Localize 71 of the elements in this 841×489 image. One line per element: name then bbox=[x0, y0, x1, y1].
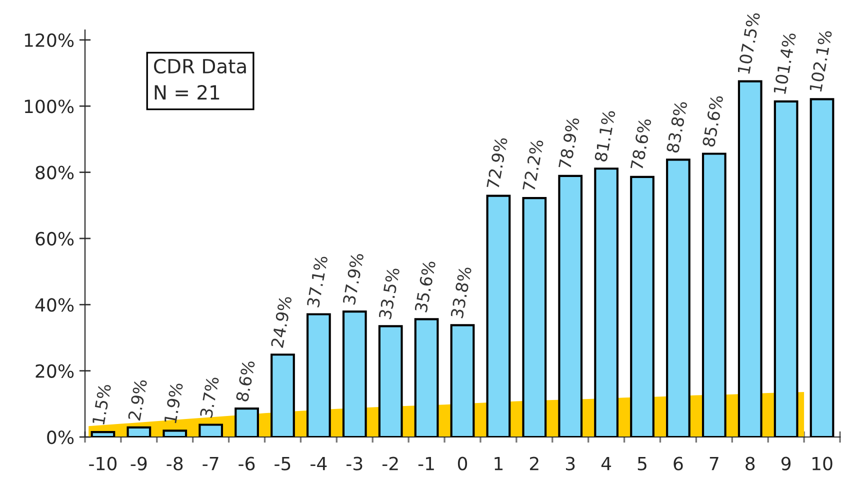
bar bbox=[810, 98, 834, 437]
x-tick-label: 6 bbox=[674, 456, 683, 470]
x-tick-label: 2 bbox=[530, 456, 538, 470]
bar bbox=[162, 430, 188, 437]
y-tick-label: 20% bbox=[36, 364, 74, 378]
bar bbox=[306, 313, 331, 437]
annotation: CDR Data N = 21 bbox=[154, 58, 246, 100]
bar bbox=[270, 354, 295, 437]
x-tick-label: -1 bbox=[418, 457, 434, 470]
bar bbox=[522, 197, 547, 437]
x-tick-label: 4 bbox=[601, 457, 612, 470]
bar bbox=[198, 424, 224, 437]
x-tick-label: 1 bbox=[494, 457, 503, 470]
data-label: 24.9% bbox=[270, 296, 292, 348]
x-tick-label: -8 bbox=[166, 456, 183, 470]
x-tick-label: 0 bbox=[458, 456, 468, 470]
x-tick-label: -3 bbox=[346, 456, 362, 470]
y-tick-label: 120% bbox=[24, 33, 74, 48]
bar bbox=[450, 324, 475, 437]
x-tick-label: -4 bbox=[310, 457, 327, 470]
data-label: 3.7% bbox=[200, 376, 220, 418]
data-label: 107.5% bbox=[737, 12, 760, 74]
y-tick-label: 60% bbox=[36, 232, 74, 246]
data-label: 37.1% bbox=[306, 255, 328, 308]
data-label: 78.9% bbox=[558, 116, 580, 170]
x-tick-label: -2 bbox=[382, 456, 398, 470]
y-tick-label: 100% bbox=[24, 100, 74, 114]
bar bbox=[90, 430, 116, 437]
x-tick-label: 7 bbox=[710, 457, 718, 470]
data-label: 83.8% bbox=[666, 100, 688, 154]
bar bbox=[666, 158, 690, 437]
data-label: 102.1% bbox=[809, 30, 832, 92]
x-tick-label: 3 bbox=[566, 456, 575, 470]
bar bbox=[126, 426, 152, 437]
bar bbox=[414, 318, 439, 437]
x-tick-label: -10 bbox=[89, 456, 117, 470]
y-tick-label: 80% bbox=[36, 166, 74, 180]
x-tick-label: 8 bbox=[746, 456, 755, 470]
data-label: 101.4% bbox=[773, 32, 796, 94]
data-label: 81.1% bbox=[594, 110, 616, 162]
x-tick-label: -5 bbox=[274, 457, 290, 470]
data-label: 35.6% bbox=[414, 260, 436, 312]
x-tick-label: -7 bbox=[202, 457, 218, 470]
y-tick-label: 0% bbox=[47, 430, 74, 444]
bar bbox=[234, 408, 259, 437]
x-tick-label: -6 bbox=[238, 456, 255, 470]
data-label: 8.6% bbox=[236, 360, 256, 402]
data-label: 1.9% bbox=[164, 382, 184, 424]
bar bbox=[486, 194, 511, 437]
data-label: 2.9% bbox=[128, 378, 148, 421]
x-tick-label: 5 bbox=[638, 457, 646, 470]
x-tick-label: 9 bbox=[781, 456, 791, 470]
x-tick-label: -9 bbox=[130, 456, 147, 470]
data-label: 33.5% bbox=[378, 267, 400, 320]
bar bbox=[738, 80, 762, 437]
data-label: 1.5% bbox=[92, 384, 112, 425]
data-label: 33.8% bbox=[450, 266, 472, 318]
y-tick-label: 40% bbox=[35, 298, 74, 312]
x-tick-label: 10 bbox=[812, 456, 832, 470]
bar bbox=[702, 152, 726, 437]
bar bbox=[630, 176, 654, 437]
bar bbox=[594, 168, 618, 437]
data-label: 85.6% bbox=[702, 94, 724, 148]
bar bbox=[774, 100, 798, 437]
data-label: 37.9% bbox=[342, 252, 364, 305]
bar bbox=[558, 174, 583, 437]
bar bbox=[378, 325, 403, 437]
data-label: 72.9% bbox=[486, 136, 508, 189]
data-label: 78.6% bbox=[630, 118, 652, 170]
bar bbox=[342, 310, 367, 437]
data-label: 72.2% bbox=[522, 139, 544, 192]
